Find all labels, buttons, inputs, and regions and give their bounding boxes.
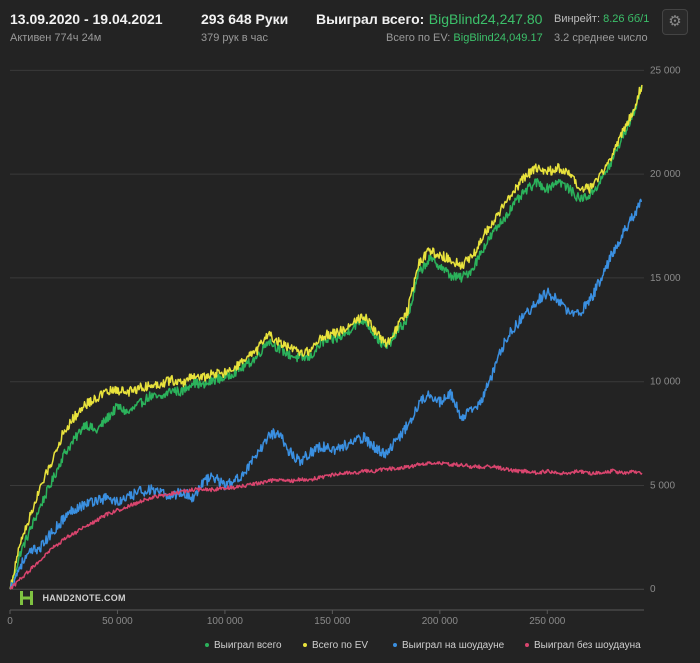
won-total-label: Выиграл всего:: [316, 11, 425, 27]
hands-per-hour: 379 рук в час: [201, 32, 269, 44]
y-tick-label: 5 000: [650, 480, 675, 491]
legend-label: Выиграл на шоудауне: [402, 640, 505, 651]
winrate-label: Винрейт:: [554, 13, 601, 25]
legend-label: Выиграл всего: [214, 640, 282, 651]
hand2note-logo: HAND2NOTE.COM: [18, 588, 126, 608]
x-tick-label: 50 000: [102, 616, 133, 627]
legend-item-ev-total[interactable]: Всего по EV: [303, 640, 368, 651]
legend-label: Всего по EV: [312, 640, 369, 651]
legend-item-won-total[interactable]: Выиграл всего: [205, 640, 282, 651]
date-range: 13.09.2020 - 19.04.2021: [10, 11, 163, 27]
legend-label: Выиграл без шоудауна: [534, 640, 641, 651]
series-line-1: [9, 86, 643, 590]
logo-text: HAND2NOTE.COM: [42, 593, 126, 603]
legend-swatch: [393, 643, 397, 648]
won-total: Выиграл всего: BigBlind24,247.80: [316, 11, 542, 29]
active-time: Активен 774ч 24м: [10, 32, 102, 44]
legend-swatch: [205, 643, 209, 648]
x-tick-label: 150 000: [314, 616, 351, 627]
y-tick-label: 20 000: [650, 169, 681, 180]
x-tick-label: 0: [7, 616, 13, 627]
chart-legend: Выиграл всего Всего по EV Выиграл на шоу…: [200, 636, 690, 656]
y-tick-label: 25 000: [650, 65, 681, 76]
y-tick-label: 0: [650, 584, 656, 595]
stats-header: 13.09.2020 - 19.04.2021 Активен 774ч 24м…: [0, 0, 700, 50]
winrate-value: 8.26 бб/1: [603, 13, 650, 25]
hand2note-logo-icon: [20, 591, 33, 605]
avg-number: 3.2 среднее число: [554, 32, 648, 44]
legend-item-non-showdown[interactable]: Выиграл без шоудауна: [525, 640, 641, 651]
winrate: Винрейт: 8.26 бб/1: [554, 13, 649, 25]
won-total-value: BigBlind24,247.80: [428, 11, 543, 27]
x-tick-label: 250 000: [529, 616, 566, 627]
x-tick-label: 100 000: [207, 616, 244, 627]
x-tick-label: 200 000: [422, 616, 459, 627]
legend-swatch: [525, 643, 529, 648]
axis-ticks: 0 5 000 10 000 15 000 20 000 25 000 0 50 000 100…: [7, 65, 681, 627]
series-line-3: [9, 198, 643, 590]
legend-swatch: [303, 643, 307, 648]
y-tick-label: 10 000: [650, 377, 681, 388]
series-line-4: [9, 461, 643, 590]
gear-icon[interactable]: ⚙: [662, 9, 688, 35]
series-line-2: [9, 84, 643, 590]
y-tick-label: 15 000: [650, 273, 681, 284]
ev-total-value: BigBlind24,049.17: [453, 32, 543, 44]
ev-total-label: Всего по EV:: [386, 32, 451, 44]
graph-chart: 0 5 000 10 000 15 000 20 000 25 000 0 50 000 100…: [7, 65, 681, 627]
series-lines: [9, 84, 643, 590]
hands-count: 293 648 Руки: [201, 11, 289, 27]
grid-lines: [10, 69, 644, 611]
ev-total: Всего по EV: BigBlind24,049.17: [386, 32, 543, 44]
legend-item-showdown[interactable]: Выиграл на шоудауне: [393, 640, 504, 651]
